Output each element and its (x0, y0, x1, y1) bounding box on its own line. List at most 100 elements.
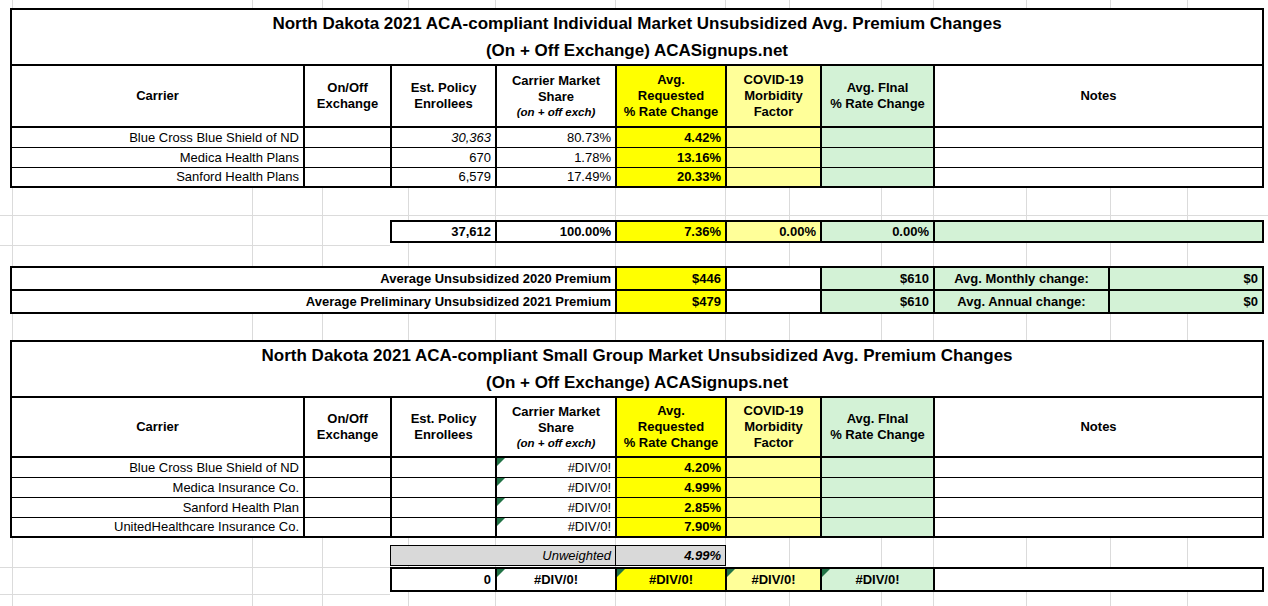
covid-factor-cell[interactable] (726, 127, 821, 147)
requested-rate-cell[interactable]: 2.85% (616, 497, 726, 517)
premium-spacer-cell[interactable] (726, 267, 821, 290)
requested-rate-cell[interactable]: 7.90% (616, 517, 726, 537)
final-rate-cell[interactable] (821, 167, 934, 187)
enrollees-cell[interactable] (391, 457, 496, 477)
total-covid-factor-cell[interactable]: #DIV/0! (726, 568, 821, 591)
total-enrollees-cell[interactable]: 0 (391, 568, 496, 591)
notes-cell[interactable] (934, 167, 1263, 187)
requested-rate-cell[interactable]: 4.99% (616, 477, 726, 497)
total-enrollees-cell[interactable]: 37,612 (391, 221, 496, 242)
notes-cell[interactable] (934, 147, 1263, 167)
market-share-cell[interactable]: #DIV/0! (496, 457, 616, 477)
covid-factor-cell[interactable] (726, 497, 821, 517)
market-share-cell[interactable]: 17.49% (496, 167, 616, 187)
exchange-cell[interactable] (304, 517, 391, 537)
unweighted-label-cell[interactable]: Unweighted (391, 546, 616, 566)
exchange-cell[interactable] (304, 477, 391, 497)
market-share-cell[interactable]: 80.73% (496, 127, 616, 147)
notes-cell[interactable] (934, 457, 1263, 477)
header-notes[interactable]: Notes (934, 397, 1263, 457)
exchange-cell[interactable] (304, 497, 391, 517)
small-group-table-title-cell[interactable]: North Dakota 2021 ACA-compliant Small Gr… (11, 341, 1263, 397)
unweighted-value-cell[interactable]: 4.99% (616, 546, 726, 566)
header-market-share[interactable]: Carrier Market Share (on + off exch) (496, 65, 616, 127)
total-final-rate-cell[interactable]: 0.00% (821, 221, 934, 242)
carrier-name-cell[interactable]: Medica Insurance Co. (11, 477, 304, 497)
total-notes-cell[interactable] (934, 568, 1263, 591)
final-rate-cell[interactable] (821, 497, 934, 517)
header-final-rate[interactable]: Avg. FInal % Rate Change (821, 397, 934, 457)
header-enrollees[interactable]: Est. Policy Enrollees (391, 65, 496, 127)
enrollees-cell[interactable] (391, 497, 496, 517)
header-covid-factor[interactable]: COVID-19 Morbidity Factor (726, 65, 821, 127)
covid-factor-cell[interactable] (726, 457, 821, 477)
final-rate-cell[interactable] (821, 457, 934, 477)
header-carrier[interactable]: Carrier (11, 397, 304, 457)
premium-amount-cell[interactable]: $446 (616, 267, 726, 290)
enrollees-cell[interactable]: 30,363 (391, 127, 496, 147)
enrollees-cell[interactable]: 6,579 (391, 167, 496, 187)
exchange-cell[interactable] (304, 127, 391, 147)
requested-rate-cell[interactable]: 20.33% (616, 167, 726, 187)
covid-factor-cell[interactable] (726, 517, 821, 537)
header-enrollees[interactable]: Est. Policy Enrollees (391, 397, 496, 457)
covid-factor-cell[interactable] (726, 147, 821, 167)
market-share-cell[interactable]: #DIV/0! (496, 517, 616, 537)
market-share-cell[interactable]: 1.78% (496, 147, 616, 167)
enrollees-cell[interactable] (391, 477, 496, 497)
total-covid-factor-cell[interactable]: 0.00% (726, 221, 821, 242)
enrollees-cell[interactable]: 670 (391, 147, 496, 167)
header-notes[interactable]: Notes (934, 65, 1263, 127)
header-exchange[interactable]: On/Off Exchange (304, 397, 391, 457)
final-rate-cell[interactable] (821, 477, 934, 497)
premium-final-amount-cell[interactable]: $610 (821, 290, 934, 313)
notes-cell[interactable] (934, 497, 1263, 517)
header-requested-rate[interactable]: Avg. Requested % Rate Change (616, 397, 726, 457)
carrier-name-cell[interactable]: UnitedHealthcare Insurance Co. (11, 517, 304, 537)
carrier-name-cell[interactable]: Sanford Health Plan (11, 497, 304, 517)
final-rate-cell[interactable] (821, 517, 934, 537)
premium-spacer-cell[interactable] (726, 290, 821, 313)
header-final-rate[interactable]: Avg. FInal % Rate Change (821, 65, 934, 127)
individual-table-title-cell[interactable]: North Dakota 2021 ACA-compliant Individu… (11, 9, 1263, 65)
exchange-cell[interactable] (304, 457, 391, 477)
notes-cell[interactable] (934, 477, 1263, 497)
premium-amount-cell[interactable]: $479 (616, 290, 726, 313)
premium-change-value-cell[interactable]: $0 (1109, 290, 1263, 313)
premium-label-cell[interactable]: Average Preliminary Unsubsidized 2021 Pr… (11, 290, 616, 313)
notes-cell[interactable] (934, 517, 1263, 537)
notes-cell[interactable] (934, 127, 1263, 147)
requested-rate-cell[interactable]: 4.42% (616, 127, 726, 147)
total-notes-cell[interactable] (934, 221, 1263, 242)
premium-change-label-cell[interactable]: Avg. Annual change: (934, 290, 1109, 313)
carrier-name-cell[interactable]: Blue Cross Blue Shield of ND (11, 127, 304, 147)
carrier-name-cell[interactable]: Sanford Health Plans (11, 167, 304, 187)
total-requested-rate-cell[interactable]: 7.36% (616, 221, 726, 242)
exchange-cell[interactable] (304, 167, 391, 187)
final-rate-cell[interactable] (821, 147, 934, 167)
premium-change-value-cell[interactable]: $0 (1109, 267, 1263, 290)
header-requested-rate[interactable]: Avg. Requested % Rate Change (616, 65, 726, 127)
carrier-name-cell[interactable]: Medica Health Plans (11, 147, 304, 167)
total-market-share-cell[interactable]: #DIV/0! (496, 568, 616, 591)
premium-change-label-cell[interactable]: Avg. Monthly change: (934, 267, 1109, 290)
premium-final-amount-cell[interactable]: $610 (821, 267, 934, 290)
total-final-rate-cell[interactable]: #DIV/0! (821, 568, 934, 591)
premium-label-cell[interactable]: Average Unsubsidized 2020 Premium (11, 267, 616, 290)
final-rate-cell[interactable] (821, 127, 934, 147)
total-market-share-cell[interactable]: 100.00% (496, 221, 616, 242)
header-market-share[interactable]: Carrier Market Share (on + off exch) (496, 397, 616, 457)
market-share-cell[interactable]: #DIV/0! (496, 477, 616, 497)
covid-factor-cell[interactable] (726, 167, 821, 187)
header-exchange[interactable]: On/Off Exchange (304, 65, 391, 127)
covid-factor-cell[interactable] (726, 477, 821, 497)
header-covid-factor[interactable]: COVID-19 Morbidity Factor (726, 397, 821, 457)
requested-rate-cell[interactable]: 13.16% (616, 147, 726, 167)
carrier-name-cell[interactable]: Blue Cross Blue Shield of ND (11, 457, 304, 477)
market-share-cell[interactable]: #DIV/0! (496, 497, 616, 517)
total-requested-rate-cell[interactable]: #DIV/0! (616, 568, 726, 591)
requested-rate-cell[interactable]: 4.20% (616, 457, 726, 477)
exchange-cell[interactable] (304, 147, 391, 167)
enrollees-cell[interactable] (391, 517, 496, 537)
header-carrier[interactable]: Carrier (11, 65, 304, 127)
